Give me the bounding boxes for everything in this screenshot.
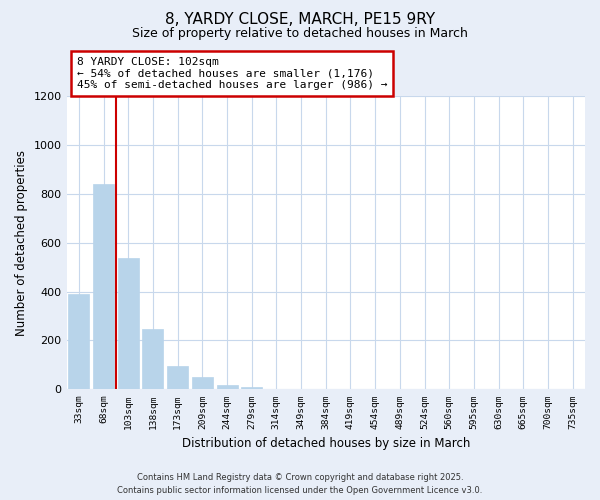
Text: 8 YARDY CLOSE: 102sqm
← 54% of detached houses are smaller (1,176)
45% of semi-d: 8 YARDY CLOSE: 102sqm ← 54% of detached … — [77, 57, 388, 90]
Text: Contains HM Land Registry data © Crown copyright and database right 2025.
Contai: Contains HM Land Registry data © Crown c… — [118, 474, 482, 495]
Bar — [93, 184, 114, 390]
Bar — [142, 328, 163, 390]
Bar — [241, 388, 262, 390]
Bar — [167, 366, 188, 390]
Y-axis label: Number of detached properties: Number of detached properties — [15, 150, 28, 336]
Bar — [68, 294, 89, 390]
Bar — [118, 258, 139, 390]
X-axis label: Distribution of detached houses by size in March: Distribution of detached houses by size … — [182, 437, 470, 450]
Text: 8, YARDY CLOSE, MARCH, PE15 9RY: 8, YARDY CLOSE, MARCH, PE15 9RY — [165, 12, 435, 28]
Text: Size of property relative to detached houses in March: Size of property relative to detached ho… — [132, 28, 468, 40]
Bar — [266, 388, 287, 390]
Bar — [192, 377, 213, 390]
Bar — [217, 385, 238, 390]
